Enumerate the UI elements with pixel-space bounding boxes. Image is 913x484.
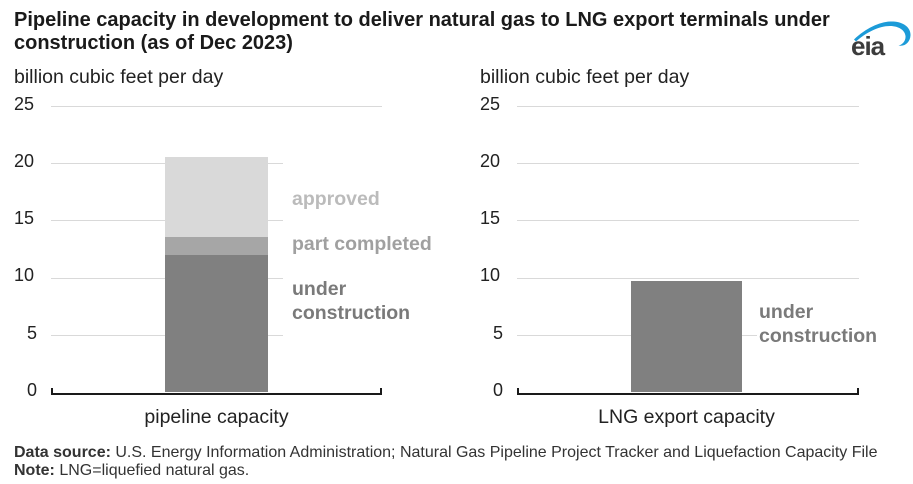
svg-text:eia: eia [851, 31, 886, 61]
